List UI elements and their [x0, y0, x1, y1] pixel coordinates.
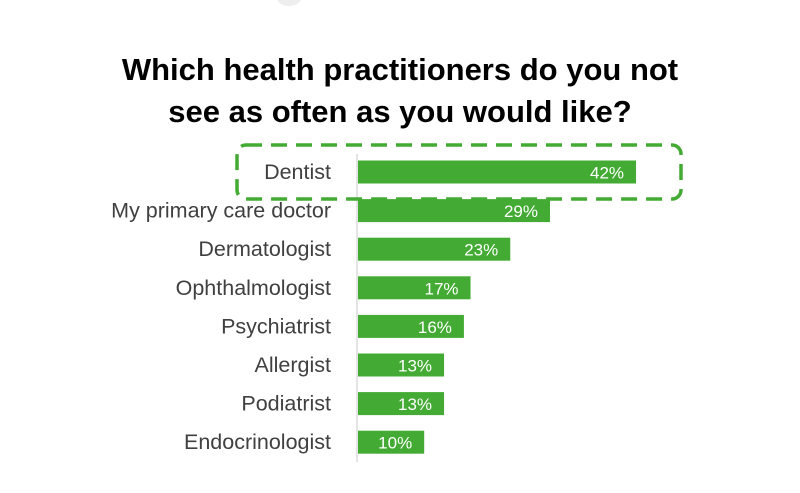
value-label-5: 13%: [398, 357, 432, 376]
category-label-6: Podiatrist: [241, 392, 331, 416]
value-label-2: 23%: [464, 241, 498, 260]
bar-3: [358, 276, 471, 300]
value-label-4: 16%: [418, 318, 452, 337]
value-label-7: 10%: [378, 434, 412, 453]
bar-0: [358, 160, 637, 184]
value-label-1: 29%: [504, 202, 538, 221]
value-label-6: 13%: [398, 395, 432, 414]
bar-4: [358, 314, 464, 338]
category-label-5: Allergist: [255, 353, 331, 377]
category-label-1: My primary care doctor: [111, 199, 331, 223]
chart-title-line-2: see as often as you would like?: [168, 94, 632, 129]
chart-title: Which health practitioners do you not se…: [0, 49, 800, 133]
bar-6: [358, 392, 445, 416]
bar-2: [358, 237, 511, 261]
highlight-box: [235, 143, 683, 201]
value-label-3: 17%: [425, 279, 459, 298]
value-label-0: 42%: [590, 164, 624, 183]
category-label-2: Dermatologist: [198, 237, 331, 261]
chart-title-line-1: Which health practitioners do you not: [121, 52, 679, 87]
category-label-0: Dentist: [264, 160, 331, 184]
bar-1: [358, 199, 550, 223]
decorative-corner-shape: [276, 0, 302, 6]
category-label-7: Endocrinologist: [184, 430, 331, 454]
category-label-4: Psychiatrist: [221, 314, 331, 338]
bar-5: [358, 353, 445, 377]
bar-7: [358, 430, 425, 454]
category-label-3: Ophthalmologist: [176, 276, 331, 300]
